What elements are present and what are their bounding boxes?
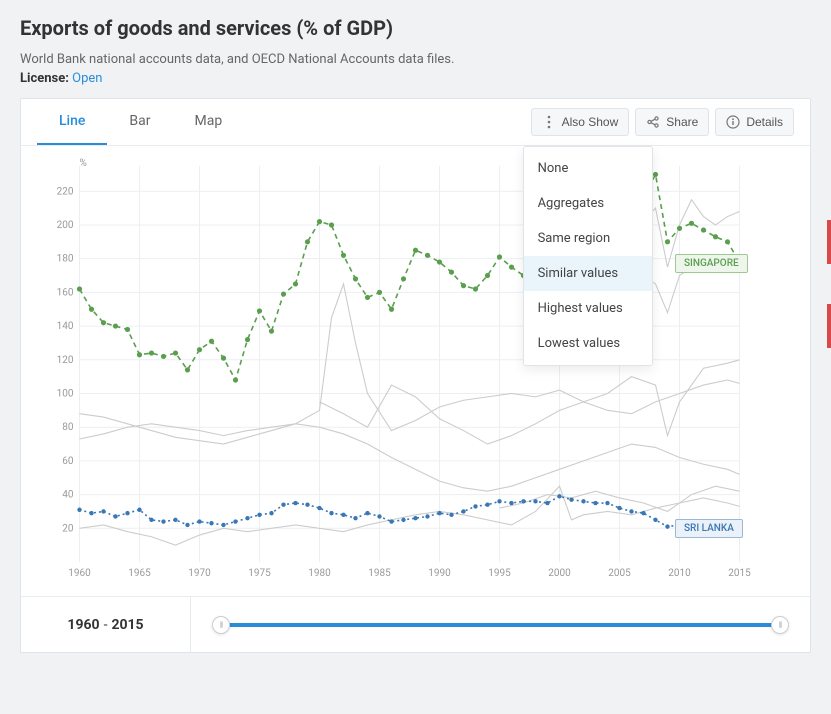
svg-text:180: 180 bbox=[57, 254, 74, 265]
series-label-singapore: SINGAPORE bbox=[675, 254, 748, 273]
time-range-label: 1960 - 2015 bbox=[21, 597, 191, 652]
share-label: Share bbox=[666, 115, 698, 129]
view-tabs: LineBarMap bbox=[37, 99, 244, 145]
svg-text:1980: 1980 bbox=[308, 568, 331, 579]
dropdown-item-similar-values[interactable]: Similar values bbox=[524, 256, 652, 291]
details-label: Details bbox=[746, 115, 783, 129]
page-title: Exports of goods and services (% of GDP) bbox=[20, 16, 811, 40]
also-show-button[interactable]: Also Show bbox=[531, 108, 630, 136]
svg-text:1995: 1995 bbox=[488, 568, 511, 579]
range-dash: - bbox=[104, 617, 108, 633]
slider-track: ||| ||| bbox=[221, 623, 780, 627]
time-slider-row: 1960 - 2015 ||| ||| bbox=[21, 596, 810, 652]
svg-text:1960: 1960 bbox=[68, 568, 91, 579]
svg-text:220: 220 bbox=[57, 186, 74, 197]
details-button[interactable]: Details bbox=[715, 108, 794, 136]
license-label: License: bbox=[20, 71, 69, 86]
also-show-label: Also Show bbox=[562, 115, 619, 129]
tab-map[interactable]: Map bbox=[173, 99, 245, 145]
svg-text:2000: 2000 bbox=[548, 568, 571, 579]
side-indicators bbox=[827, 220, 831, 348]
range-from: 1960 bbox=[67, 617, 99, 633]
svg-text:1985: 1985 bbox=[368, 568, 391, 579]
chart-area: 20 40 60 80 100 120 140 160 180 200 220% 1960 1965 19… bbox=[21, 146, 810, 596]
side-tab-2[interactable] bbox=[827, 304, 831, 348]
chart-card: LineBarMap Also Show NoneAggregatesSame … bbox=[20, 98, 811, 653]
menu-dots-icon bbox=[542, 115, 556, 129]
svg-text:1975: 1975 bbox=[248, 568, 271, 579]
svg-text:40: 40 bbox=[62, 490, 74, 501]
series-label-sri_lanka: SRI LANKA bbox=[675, 519, 743, 538]
side-tab-1[interactable] bbox=[827, 220, 831, 264]
share-button[interactable]: Share bbox=[635, 108, 709, 136]
svg-text:20: 20 bbox=[62, 523, 74, 534]
svg-text:200: 200 bbox=[57, 220, 74, 231]
tab-bar[interactable]: Bar bbox=[107, 99, 172, 145]
license-link[interactable]: Open bbox=[72, 71, 102, 86]
license-row: License: Open bbox=[20, 71, 811, 86]
svg-text:1965: 1965 bbox=[128, 568, 151, 579]
info-icon bbox=[726, 115, 740, 129]
page-subtitle: World Bank national accounts data, and O… bbox=[20, 52, 811, 67]
slider-handle-end[interactable]: ||| bbox=[771, 616, 789, 634]
dropdown-item-none[interactable]: None bbox=[524, 151, 652, 186]
slider-handle-start[interactable]: ||| bbox=[212, 616, 230, 634]
time-slider[interactable]: ||| ||| bbox=[191, 597, 810, 652]
svg-text:160: 160 bbox=[57, 287, 74, 298]
range-to: 2015 bbox=[111, 617, 143, 633]
svg-text:80: 80 bbox=[62, 422, 74, 433]
dropdown-item-highest-values[interactable]: Highest values bbox=[524, 291, 652, 326]
svg-text:60: 60 bbox=[62, 456, 74, 467]
dropdown-item-same-region[interactable]: Same region bbox=[524, 221, 652, 256]
svg-text:2015: 2015 bbox=[728, 568, 751, 579]
svg-text:1990: 1990 bbox=[428, 568, 451, 579]
svg-text:140: 140 bbox=[57, 321, 74, 332]
svg-text:100: 100 bbox=[57, 388, 74, 399]
svg-text:2010: 2010 bbox=[668, 568, 691, 579]
dropdown-item-lowest-values[interactable]: Lowest values bbox=[524, 326, 652, 361]
share-icon bbox=[646, 115, 660, 129]
svg-text:1970: 1970 bbox=[188, 568, 211, 579]
svg-text:%: % bbox=[80, 158, 87, 169]
svg-text:2005: 2005 bbox=[608, 568, 631, 579]
svg-text:120: 120 bbox=[57, 355, 74, 366]
also-show-dropdown: NoneAggregatesSame regionSimilar valuesH… bbox=[523, 146, 653, 366]
tab-line[interactable]: Line bbox=[37, 99, 107, 145]
action-buttons: Also Show NoneAggregatesSame regionSimil… bbox=[531, 108, 794, 136]
toolbar: LineBarMap Also Show NoneAggregatesSame … bbox=[21, 99, 810, 146]
dropdown-item-aggregates[interactable]: Aggregates bbox=[524, 186, 652, 221]
